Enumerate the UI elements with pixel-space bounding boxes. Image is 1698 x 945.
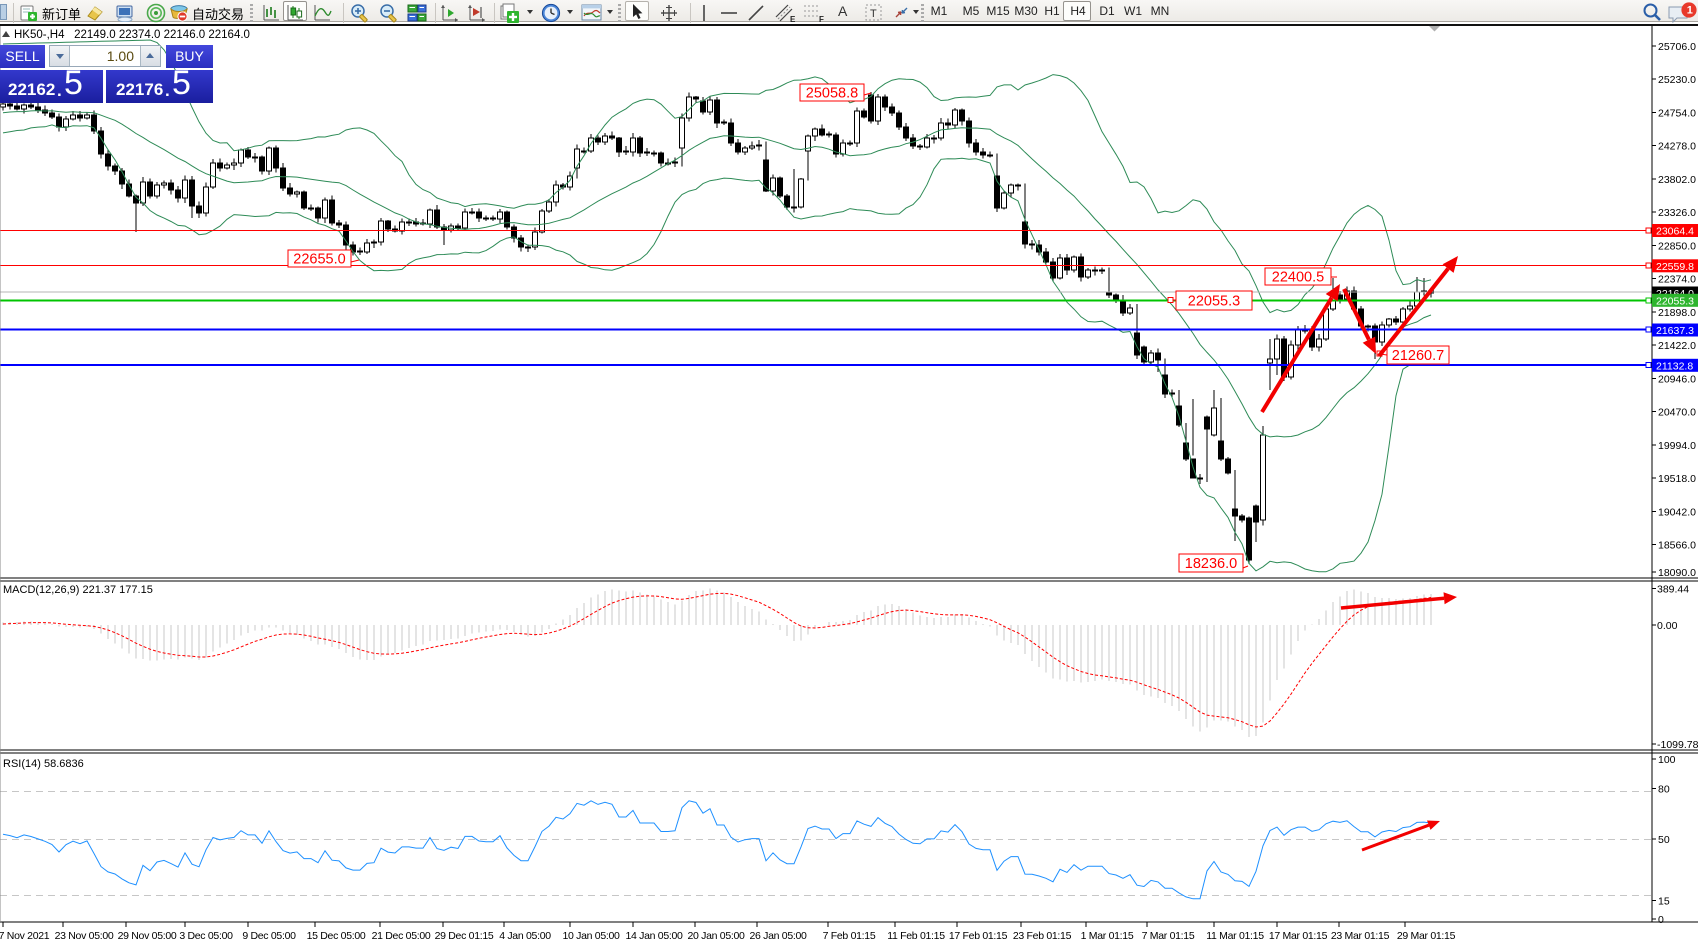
svg-text:22655.0: 22655.0 xyxy=(293,252,345,268)
svg-text:25230.0: 25230.0 xyxy=(1658,74,1696,86)
svg-text:0: 0 xyxy=(1658,914,1664,926)
svg-text:21898.0: 21898.0 xyxy=(1658,307,1696,319)
svg-text:24278.0: 24278.0 xyxy=(1658,141,1696,153)
svg-text:7 Feb 01:15: 7 Feb 01:15 xyxy=(823,930,876,942)
svg-text:4 Jan 05:00: 4 Jan 05:00 xyxy=(499,930,551,942)
svg-text:29 Mar 01:15: 29 Mar 01:15 xyxy=(1397,930,1456,942)
svg-text:18566.0: 18566.0 xyxy=(1658,540,1696,552)
svg-text:7 Mar 01:15: 7 Mar 01:15 xyxy=(1142,930,1195,942)
svg-text:10 Jan 05:00: 10 Jan 05:00 xyxy=(562,930,620,942)
svg-text:0.00: 0.00 xyxy=(1657,620,1678,632)
svg-text:23 Mar 01:15: 23 Mar 01:15 xyxy=(1331,930,1390,942)
svg-text:21 Dec 05:00: 21 Dec 05:00 xyxy=(372,930,431,942)
svg-text:17 Feb 01:15: 17 Feb 01:15 xyxy=(949,930,1008,942)
svg-text:7 Nov 2021: 7 Nov 2021 xyxy=(0,930,50,942)
svg-text:21422.0: 21422.0 xyxy=(1658,340,1696,352)
svg-text:100: 100 xyxy=(1658,754,1676,766)
svg-text:E: E xyxy=(790,15,796,23)
svg-text:21637.3: 21637.3 xyxy=(1656,325,1694,337)
svg-text:22559.8: 22559.8 xyxy=(1656,261,1694,273)
svg-text:23802.0: 23802.0 xyxy=(1658,174,1696,186)
svg-text:15 Dec 05:00: 15 Dec 05:00 xyxy=(307,930,366,942)
svg-text:T: T xyxy=(870,8,877,20)
svg-text:389.44: 389.44 xyxy=(1657,584,1689,596)
svg-text:50: 50 xyxy=(1658,834,1670,846)
svg-text:19042.0: 19042.0 xyxy=(1658,506,1696,518)
svg-text:23326.0: 23326.0 xyxy=(1658,207,1696,219)
svg-text:11 Feb 01:15: 11 Feb 01:15 xyxy=(887,930,945,942)
svg-text:15: 15 xyxy=(1658,896,1670,908)
svg-text:22055.3: 22055.3 xyxy=(1656,296,1694,308)
svg-text:-1099.78: -1099.78 xyxy=(1657,739,1698,751)
svg-text:22400.5: 22400.5 xyxy=(1272,270,1324,286)
svg-text:29 Dec 01:15: 29 Dec 01:15 xyxy=(435,930,494,942)
svg-text:17 Mar 01:15: 17 Mar 01:15 xyxy=(1269,930,1328,942)
svg-text:20946.0: 20946.0 xyxy=(1658,373,1696,385)
svg-text:14 Jan 05:00: 14 Jan 05:00 xyxy=(625,930,683,942)
svg-text:21260.7: 21260.7 xyxy=(1392,348,1444,364)
svg-text:20470.0: 20470.0 xyxy=(1658,407,1696,419)
svg-text:24754.0: 24754.0 xyxy=(1658,107,1696,119)
svg-text:25706.0: 25706.0 xyxy=(1658,41,1696,53)
svg-text:F: F xyxy=(819,15,824,23)
svg-text:18236.0: 18236.0 xyxy=(1185,556,1237,572)
svg-text:20 Jan 05:00: 20 Jan 05:00 xyxy=(687,930,745,942)
svg-text:22055.3: 22055.3 xyxy=(1188,294,1240,310)
svg-text:22374.0: 22374.0 xyxy=(1658,274,1696,286)
svg-text:22850.0: 22850.0 xyxy=(1658,240,1696,252)
svg-text:29 Nov 05:00: 29 Nov 05:00 xyxy=(118,930,177,942)
svg-text:11 Mar 01:15: 11 Mar 01:15 xyxy=(1206,930,1264,942)
svg-text:19518.0: 19518.0 xyxy=(1658,473,1696,485)
svg-text:MACD(12,26,9) 221.37 177.15: MACD(12,26,9) 221.37 177.15 xyxy=(3,584,153,596)
svg-text:1 Mar 01:15: 1 Mar 01:15 xyxy=(1081,930,1134,942)
svg-text:21132.8: 21132.8 xyxy=(1656,361,1693,373)
svg-text:18090.0: 18090.0 xyxy=(1658,567,1696,579)
svg-text:23064.4: 23064.4 xyxy=(1656,226,1694,238)
svg-text:1: 1 xyxy=(1687,5,1693,17)
svg-text:25058.8: 25058.8 xyxy=(806,86,858,102)
svg-text:RSI(14) 58.6836: RSI(14) 58.6836 xyxy=(3,758,84,770)
svg-text:26 Jan 05:00: 26 Jan 05:00 xyxy=(749,930,807,942)
svg-text:3 Dec 05:00: 3 Dec 05:00 xyxy=(179,930,233,942)
svg-text:23 Nov 05:00: 23 Nov 05:00 xyxy=(55,930,114,942)
svg-text:23 Feb 01:15: 23 Feb 01:15 xyxy=(1013,930,1072,942)
svg-text:9 Dec 05:00: 9 Dec 05:00 xyxy=(242,930,296,942)
svg-text:80: 80 xyxy=(1658,784,1670,796)
svg-text:19994.0: 19994.0 xyxy=(1658,440,1696,452)
